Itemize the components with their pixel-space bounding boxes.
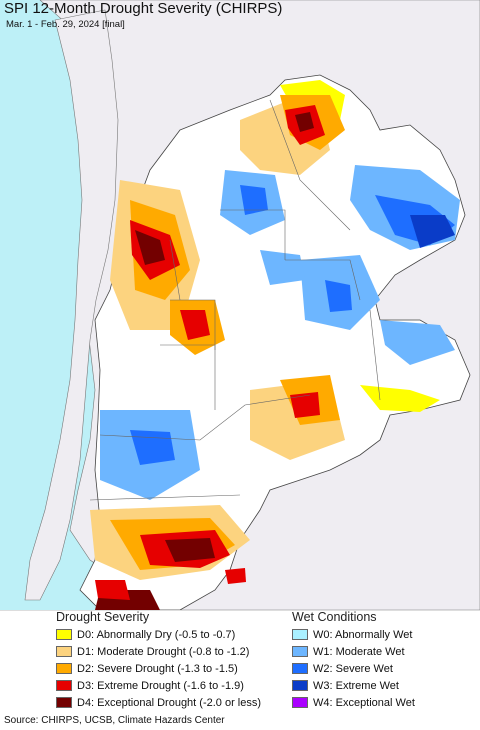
legend-item-w4: W4: Exceptional Wet — [292, 695, 415, 710]
legend-swatch-w0 — [292, 629, 308, 640]
map-title: SPI 12-Month Drought Severity (CHIRPS) — [4, 0, 283, 17]
legend-label-d1: D1: Moderate Drought (-0.8 to -1.2) — [77, 645, 250, 658]
legend-swatch-d1 — [56, 646, 72, 657]
legend-label-w1: W1: Moderate Wet — [313, 645, 405, 658]
chile-land — [24, 9, 119, 601]
legend-swatch-w4 — [292, 697, 308, 708]
legend-label-w2: W2: Severe Wet — [313, 662, 393, 675]
patch-d4c — [165, 538, 215, 562]
legend-label-d4: D4: Exceptional Drought (-2.0 or less) — [77, 696, 262, 709]
legend-item-d0: D0: Abnormally Dry (-0.5 to -0.7) — [56, 627, 235, 642]
patch-w2b — [240, 185, 268, 215]
legend-item-d3: D3: Extreme Drought (-1.6 to -1.9) — [56, 678, 244, 693]
legend-label-w0: W0: Abnormally Wet — [313, 628, 413, 641]
legend-item-w2: W2: Severe Wet — [292, 661, 393, 676]
legend-swatch-w1 — [292, 646, 308, 657]
legend-swatch-d3 — [56, 680, 72, 691]
map-panel — [0, 0, 480, 610]
legend-item-w3: W3: Extreme Wet — [292, 678, 399, 693]
legend-item-d2: D2: Severe Drought (-1.3 to -1.5) — [56, 661, 238, 676]
map-subtitle: Mar. 1 - Feb. 29, 2024 [final] — [6, 19, 125, 30]
legend-item-d1: D1: Moderate Drought (-0.8 to -1.2) — [56, 644, 249, 659]
patch-d4 — [295, 112, 314, 132]
source-credit: Source: CHIRPS, UCSB, Climate Hazards Ce… — [4, 715, 225, 726]
patch-w2d — [130, 430, 175, 465]
legend-label-d2: D2: Severe Drought (-1.3 to -1.5) — [77, 662, 238, 675]
patch-w1e — [260, 250, 305, 285]
patch-w3 — [410, 215, 455, 248]
patch-d3f — [225, 568, 246, 584]
drought-legend-heading: Drought Severity — [56, 610, 150, 624]
patch-w2c — [325, 280, 352, 312]
legend-item-d4: D4: Exceptional Drought (-2.0 or less) — [56, 695, 261, 710]
legend-swatch-d0 — [56, 629, 72, 640]
patch-d0b — [360, 385, 440, 412]
patch-d3c — [180, 310, 210, 340]
legend-label-w3: W3: Extreme Wet — [313, 679, 399, 692]
legend-swatch-w3 — [292, 680, 308, 691]
patch-d3d — [290, 392, 320, 418]
drought-map — [0, 0, 480, 610]
legend-swatch-d4 — [56, 697, 72, 708]
patch-d4b — [135, 230, 165, 265]
wet-legend-heading: Wet Conditions — [292, 610, 377, 624]
legend-item-w1: W1: Moderate Wet — [292, 644, 405, 659]
patch-d3g — [95, 580, 130, 600]
legend-swatch-d2 — [56, 663, 72, 674]
legend-label-w4: W4: Exceptional Wet — [313, 696, 415, 709]
map-patches — [90, 80, 460, 610]
legend-label-d0: D0: Abnormally Dry (-0.5 to -0.7) — [77, 628, 236, 641]
legend-divider — [0, 610, 480, 611]
legend-swatch-w2 — [292, 663, 308, 674]
legend-item-w0: W0: Abnormally Wet — [292, 627, 412, 642]
province-borders — [89, 99, 381, 501]
patch-w1d — [380, 320, 455, 365]
legend-label-d3: D3: Extreme Drought (-1.6 to -1.9) — [77, 679, 244, 692]
